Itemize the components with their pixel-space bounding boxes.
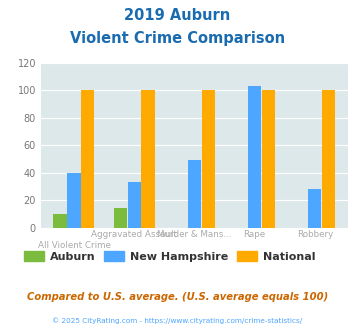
Bar: [248, 86, 261, 228]
Legend: Auburn, New Hampshire, National: Auburn, New Hampshire, National: [20, 247, 320, 267]
Bar: [262, 90, 275, 228]
Bar: [127, 182, 141, 228]
Text: Violent Crime Comparison: Violent Crime Comparison: [70, 31, 285, 46]
Bar: [188, 160, 201, 228]
Text: 2019 Auburn: 2019 Auburn: [124, 8, 231, 23]
Bar: [67, 173, 81, 228]
Bar: [114, 209, 127, 228]
Bar: [141, 90, 155, 228]
Text: © 2025 CityRating.com - https://www.cityrating.com/crime-statistics/: © 2025 CityRating.com - https://www.city…: [53, 317, 302, 324]
Bar: [81, 90, 94, 228]
Bar: [54, 214, 67, 228]
Bar: [308, 189, 321, 228]
Bar: [202, 90, 215, 228]
Bar: [322, 90, 335, 228]
Text: Compared to U.S. average. (U.S. average equals 100): Compared to U.S. average. (U.S. average …: [27, 292, 328, 302]
